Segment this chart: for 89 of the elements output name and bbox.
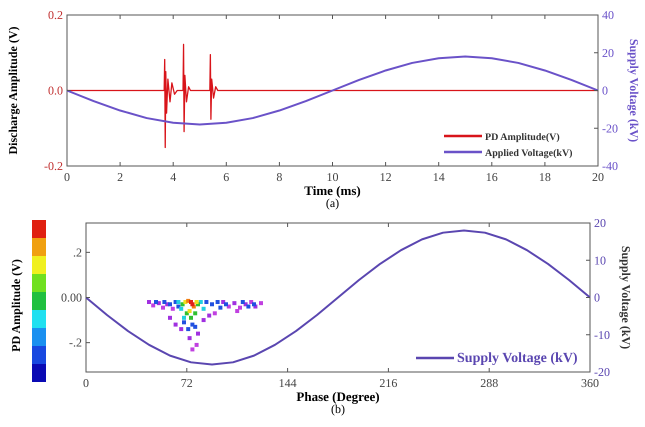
x-tick-label: 20: [592, 170, 604, 184]
point: [176, 300, 180, 304]
point: [202, 318, 206, 322]
legend-label: Applied Voltage(kV): [485, 148, 573, 159]
point: [218, 306, 222, 310]
point: [249, 300, 254, 304]
y2-axis-title: Supply Voltage (kV): [619, 246, 633, 350]
point: [188, 336, 192, 340]
x-tick-label: 4: [170, 170, 176, 184]
point: [238, 306, 242, 310]
y2-tick-label: -20: [602, 121, 618, 136]
point: [216, 300, 220, 304]
line-series: [66, 56, 599, 126]
point: [170, 306, 175, 311]
x-tick-label: 10: [326, 170, 338, 184]
x-tick-label: 12: [380, 170, 392, 184]
x-axis-title: Phase (Degree): [296, 389, 380, 404]
point: [182, 316, 186, 320]
y-tick-label: -.2: [69, 336, 82, 350]
point: [186, 327, 190, 332]
x-tick-label: 8: [276, 170, 282, 184]
point: [212, 311, 217, 316]
point: [221, 300, 226, 304]
point: [179, 306, 184, 311]
x-tick-label: 144: [278, 376, 297, 390]
y-tick-label: 0.00: [61, 290, 82, 304]
point: [202, 306, 206, 311]
point: [151, 303, 156, 308]
x-tick-label: 288: [480, 376, 498, 390]
y-tick-label: -0.2: [44, 159, 63, 173]
point: [204, 300, 208, 304]
point: [180, 302, 185, 306]
text: (a): [326, 196, 340, 210]
x-tick-label: 14: [432, 170, 445, 184]
point: [179, 327, 184, 332]
point: [193, 311, 198, 316]
point: [161, 306, 165, 310]
point: [232, 301, 236, 306]
point: [154, 300, 158, 304]
point: [174, 322, 178, 327]
x-tick-label: 0: [64, 170, 70, 184]
text: (b): [331, 402, 345, 416]
x-axis-title: Time (ms): [304, 183, 361, 198]
x-tick-label: 2: [117, 170, 124, 184]
point: [168, 316, 172, 320]
y2-tick-label: -40: [602, 159, 618, 173]
y2-tick-label: 0: [602, 84, 608, 98]
x-tick-label: 216: [379, 376, 398, 390]
point: [240, 300, 245, 304]
y2-tick-label: 20: [602, 46, 614, 60]
point: [259, 301, 263, 306]
point: [224, 302, 228, 306]
y2-tick-label: 0: [594, 290, 600, 304]
x-tick-label: 72: [180, 376, 193, 390]
legend-label: Supply Voltage (kV): [457, 351, 578, 366]
point: [190, 347, 194, 352]
y-axis-title: PD Amplitude (V): [9, 259, 23, 352]
point: [168, 302, 172, 306]
point: [194, 342, 199, 347]
x-tick-label: 0: [83, 376, 89, 390]
y-tick-label: .2: [73, 245, 82, 260]
y2-tick-label: 10: [594, 253, 606, 268]
point: [188, 309, 192, 314]
point: [189, 316, 193, 320]
x-tick-label: 360: [581, 376, 599, 390]
point: [207, 314, 212, 318]
y2-tick-label: 20: [594, 216, 606, 230]
x-tick-label: 6: [223, 170, 230, 184]
point: [182, 320, 186, 324]
y-tick-label: 0.2: [48, 8, 63, 22]
point: [252, 302, 256, 306]
y2-tick-label: -20: [594, 365, 610, 379]
y-axis-title: Discharge Amplitude (V): [6, 26, 20, 154]
point: [198, 300, 203, 304]
y-tick-label: 0.0: [48, 84, 63, 98]
legend-label: PD Amplitude(V): [485, 132, 560, 143]
y2-axis-title: Supply Voltage (kV): [627, 38, 641, 142]
line-series: [85, 229, 591, 366]
point: [162, 300, 166, 304]
x-tick-label: 16: [486, 170, 498, 184]
y2-tick-label: -10: [594, 328, 610, 342]
point: [196, 332, 200, 336]
point: [246, 304, 250, 309]
point: [193, 324, 198, 329]
point: [210, 302, 214, 306]
point: [235, 309, 240, 314]
point: [147, 300, 151, 304]
x-tick-label: 18: [538, 170, 551, 184]
y2-tick-label: 40: [602, 8, 614, 22]
